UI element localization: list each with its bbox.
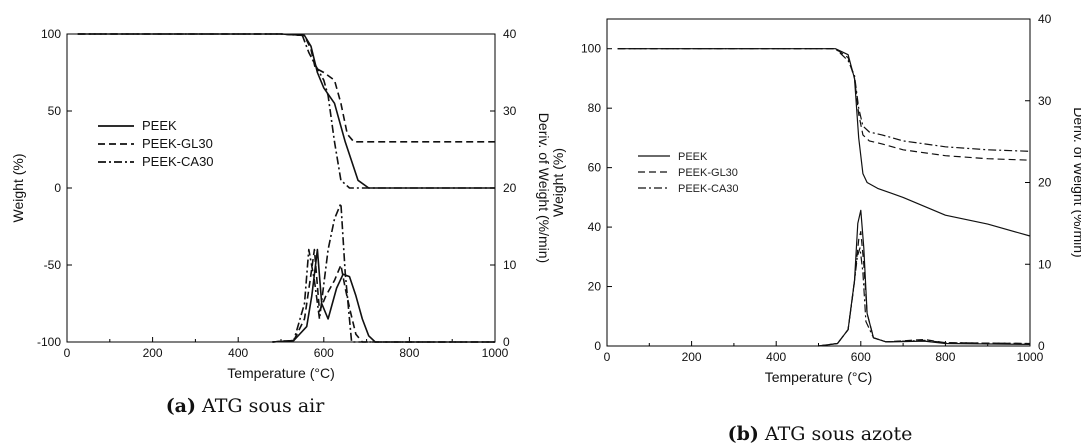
- chart-a-x-tick-label: 600: [314, 346, 334, 360]
- chart-b-x-tick-label: 1000: [1017, 350, 1044, 364]
- chart-b-series-peek-derivative-line: [818, 209, 1031, 347]
- chart-b-legend-label: PEEK-CA30: [678, 183, 739, 195]
- chart-b-y2-tick-label: 0: [1038, 339, 1045, 353]
- chart-a-caption: (a) ATG sous air: [166, 395, 326, 417]
- chart-a-y2-tick-label: 20: [503, 181, 517, 195]
- chart-b-x-tick-label: 600: [851, 350, 871, 364]
- chart-b-x-tick-label: 200: [682, 350, 702, 364]
- chart-b-y-tick-label: 40: [588, 220, 602, 234]
- chart-a-y-tick-label: 50: [48, 104, 62, 118]
- chart-b-y-tick-label: 60: [588, 161, 602, 175]
- chart-b-x-tick-label: 400: [766, 350, 786, 364]
- chart-a-x-tick-label: 0: [64, 346, 71, 360]
- chart-a-caption-text: ATG sous air: [196, 395, 325, 417]
- chart-a-y2-tick-label: 40: [503, 27, 517, 41]
- chart-a-x-tick-label: 200: [143, 346, 163, 360]
- chart-b-series-peek-gl30-derivative-line: [818, 231, 1031, 347]
- chart-a-y2-tick-label: 10: [503, 258, 517, 272]
- chart-a-y2-tick-label: 0: [503, 335, 510, 349]
- chart-a-series-peek-gl30-derivative-line: [272, 248, 495, 343]
- chart-b-legend-label: PEEK-GL30: [678, 167, 738, 179]
- chart-a-legend-label: PEEK-CA30: [142, 154, 214, 169]
- chart-b-y2-tick-label: 20: [1038, 176, 1052, 190]
- chart-a-y-tick-label: 0: [54, 181, 61, 195]
- chart-a-legend-label: PEEK-GL30: [142, 136, 213, 151]
- chart-b-y-tick-label: 100: [581, 42, 601, 56]
- chart-a-caption-label: (a): [166, 395, 196, 417]
- chart-a-y-tick-label: -100: [37, 335, 61, 349]
- chart-b-y-tick-label: 20: [588, 280, 602, 294]
- chart-b-y2-tick-label: 10: [1038, 257, 1052, 271]
- chart-b-series-peek-ca30-weight-line: [617, 48, 1031, 152]
- chart-b-y2-tick-label: 30: [1038, 94, 1052, 108]
- chart-b-x-tick-label: 0: [604, 350, 611, 364]
- chart-b-x-tick-label: 800: [935, 350, 955, 364]
- chart-a-series-peek-ca30-weight-line: [77, 33, 495, 189]
- chart-a-legend-label: PEEK: [142, 118, 177, 133]
- chart-b-x-axis-label: Temperature (°C): [765, 369, 873, 385]
- chart-a-series-peek-weight-line: [77, 33, 495, 189]
- chart-a-y2-tick-label: 30: [503, 104, 517, 118]
- chart-b-series-peek-weight-line: [617, 48, 1031, 237]
- chart-b-y2-tick-label: 40: [1038, 12, 1052, 26]
- chart-a-y-tick-label: 100: [41, 27, 61, 41]
- chart-a-series-peek-derivative-line: [272, 248, 495, 343]
- chart-a-series-peek-gl30-weight-line: [77, 33, 495, 143]
- chart-b-caption-label: (b): [728, 423, 759, 445]
- chart-b-caption: (b) ATG sous azote: [728, 423, 913, 445]
- chart-b-y2-axis-label: Deriv. of Weight (%/min): [1071, 107, 1081, 257]
- chart-a-x-tick-label: 400: [228, 346, 248, 360]
- chart-b-series-peek-gl30-weight-line: [617, 48, 1031, 161]
- chart-b-series-peek-ca30-derivative-line: [818, 247, 1031, 347]
- chart-a-y-tick-label: -50: [44, 258, 62, 272]
- chart-b-frame: [606, 18, 1031, 347]
- chart-a-x-tick-label: 1000: [482, 346, 509, 360]
- chart-a-y-axis-label: Weight (%): [10, 154, 26, 223]
- chart-b-y-tick-label: 0: [594, 339, 601, 353]
- chart-a-x-axis-label: Temperature (°C): [227, 365, 335, 381]
- chart-a-series-peek-ca30-derivative-line: [272, 202, 495, 343]
- chart-a-x-tick-label: 800: [399, 346, 419, 360]
- chart-b-legend-label: PEEK: [678, 151, 708, 163]
- chart-b-y-axis-label: Weight (%): [550, 148, 566, 217]
- chart-b-caption-text: ATG sous azote: [759, 423, 912, 445]
- chart-b-y-tick-label: 80: [588, 101, 602, 115]
- chart-a-y2-axis-label: Deriv. of Weight (%/min): [536, 113, 552, 263]
